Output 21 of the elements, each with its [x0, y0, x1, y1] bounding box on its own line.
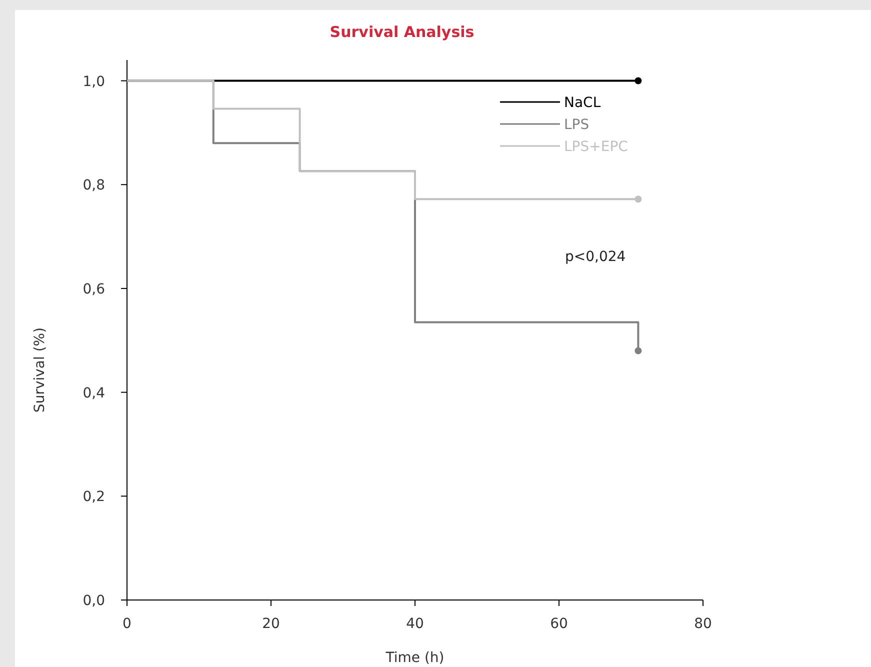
- y-tick-label: 0,2: [82, 489, 105, 506]
- point: [634, 77, 642, 84]
- x-tick-label: 40: [406, 616, 424, 632]
- x-axis-title: Time (h): [384, 650, 444, 666]
- y-tick-label: 0,8: [82, 178, 105, 194]
- y-axis-title: Survival (%): [32, 327, 48, 413]
- point: [634, 347, 642, 354]
- x-tick-label: 20: [262, 616, 280, 632]
- legend-label: NaCL: [564, 95, 601, 111]
- x-tick-label: 60: [550, 616, 568, 632]
- y-tick-label: 1,0: [82, 74, 105, 90]
- y-tick-label: 0,6: [82, 281, 106, 298]
- point: [634, 196, 642, 203]
- legend-label: LPS+EPC: [564, 139, 628, 155]
- y-tick-label: 0,0: [82, 593, 105, 609]
- annotation: p<0,024: [565, 249, 626, 265]
- x-tick-label: 0: [122, 616, 132, 632]
- y-tick-label: 0,4: [82, 385, 106, 402]
- x-tick-label: 80: [694, 616, 712, 632]
- chart-title: Survival Analysis: [330, 23, 474, 41]
- legend-label: LPS: [564, 117, 590, 133]
